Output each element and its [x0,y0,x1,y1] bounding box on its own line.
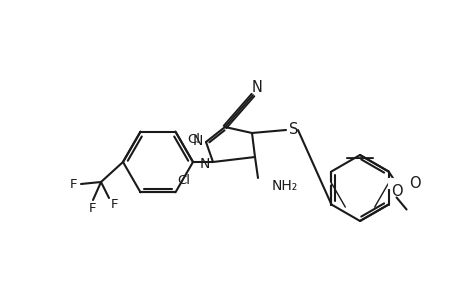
Text: O: O [409,176,420,190]
Text: N: N [251,80,262,94]
Text: O: O [390,184,402,199]
Text: F: F [111,197,118,211]
Text: NH₂: NH₂ [271,179,297,193]
Text: F: F [89,202,96,214]
Text: S: S [289,122,298,136]
Text: N: N [199,157,210,171]
Text: N: N [192,134,203,148]
Text: F: F [70,178,78,190]
Text: Cl: Cl [187,133,200,146]
Text: Cl: Cl [177,174,190,187]
